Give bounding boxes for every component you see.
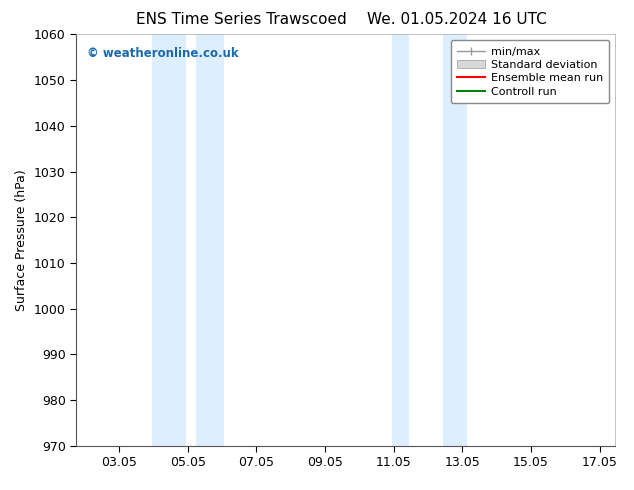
Text: © weatheronline.co.uk: © weatheronline.co.uk <box>87 47 238 60</box>
Legend: min/max, Standard deviation, Ensemble mean run, Controll run: min/max, Standard deviation, Ensemble me… <box>451 40 609 103</box>
Bar <box>196 34 224 446</box>
Bar <box>152 34 186 446</box>
Y-axis label: Surface Pressure (hPa): Surface Pressure (hPa) <box>15 169 29 311</box>
Text: We. 01.05.2024 16 UTC: We. 01.05.2024 16 UTC <box>366 12 547 27</box>
Bar <box>443 34 467 446</box>
Bar <box>392 34 409 446</box>
Text: ENS Time Series Trawscoed: ENS Time Series Trawscoed <box>136 12 346 27</box>
